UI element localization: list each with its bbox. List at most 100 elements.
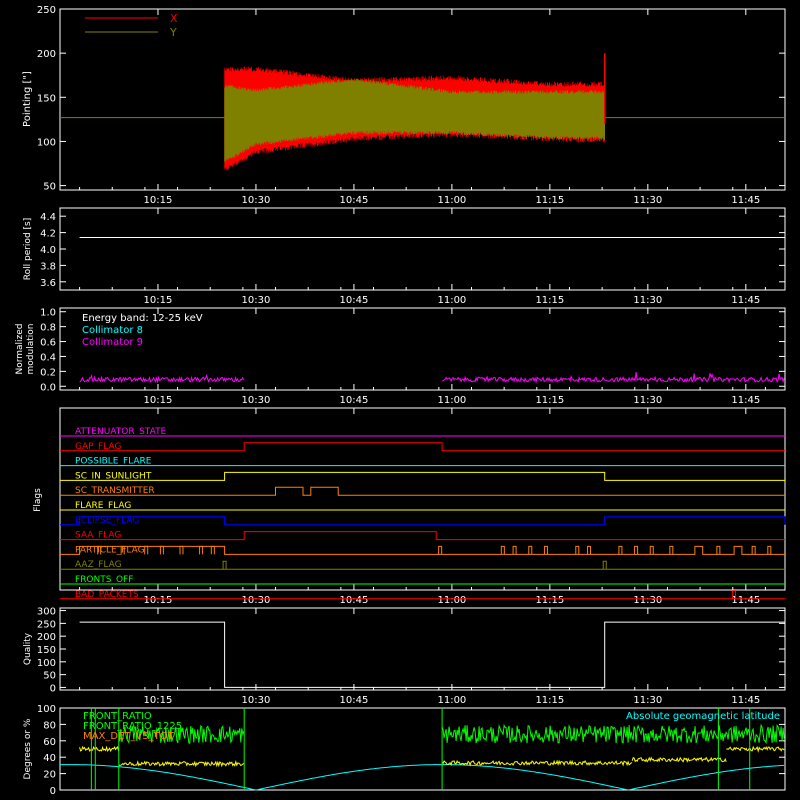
y-tick-label: 0.8 <box>40 323 56 334</box>
flags-plot: ATTENUATOR_STATE GAP_FLAG POSSIBLE_FLARE SC… <box>60 427 786 600</box>
flag-pulse <box>528 545 533 555</box>
x-tick-label: 11:30 <box>633 295 662 306</box>
x-tick-label: 10:15 <box>144 195 173 206</box>
flags-ylabel: Flags <box>33 488 43 512</box>
flag-pulse <box>222 560 227 570</box>
y-tick-label: 150 <box>37 93 56 104</box>
modulation-panel: Normalized modulation 0.0 0.2 0.4 0.6 0.8 1.0… <box>15 307 786 406</box>
flag-pulse <box>751 545 756 555</box>
x-tick-label: 10:30 <box>242 295 271 306</box>
max-det-series <box>441 759 633 767</box>
y-tick-label: 3.8 <box>40 261 56 272</box>
flag-pulse <box>575 545 580 555</box>
flag-line <box>60 531 785 541</box>
x-tick-label: 10:45 <box>340 195 369 206</box>
flag-label: GAP_FLAG <box>75 442 121 452</box>
flag-label: SC_IN_SUNLIGHT <box>75 471 152 481</box>
flag-label: ATTENUATOR_STATE <box>75 427 167 437</box>
flag-pulse <box>634 545 639 555</box>
y-tick-label: 4.4 <box>40 212 56 223</box>
x-tick-label: 10:30 <box>242 695 271 706</box>
pointing-yticks: 50 100 150 200 250 <box>37 5 785 193</box>
ratios-ylabel: Degrees or % <box>23 718 33 779</box>
modulation-xticks: 10:15 10:30 10:45 11:00 11:15 11:30 11:45 <box>79 308 766 406</box>
x-tick-label: 11:00 <box>437 295 466 306</box>
roll-xticks: 10:15 10:30 10:45 11:00 11:15 11:30 11:45 <box>79 208 766 306</box>
x-tick-label: 11:30 <box>633 195 662 206</box>
x-tick-label: 11:45 <box>731 595 760 606</box>
energy-band-annotation: Energy band: 12-25 keV <box>82 313 203 324</box>
flag-line <box>60 442 785 452</box>
modulation-frame <box>59 307 786 391</box>
pointing-frame <box>59 8 786 191</box>
geomagnetic-latitude-line <box>59 764 785 791</box>
y-tick-label: 0.4 <box>40 352 56 363</box>
x-tick-label: 11:15 <box>535 695 564 706</box>
x-tick-label: 11:00 <box>437 395 466 406</box>
ratios-panel: Degrees or % 0 20 40 60 80 100 FRONT_RATIO FR… <box>23 704 786 797</box>
x-tick-label: 10:30 <box>242 595 271 606</box>
y-tick-label: 100 <box>37 137 56 148</box>
flag-label: BAD_PACKETS <box>75 590 139 600</box>
x-tick-label: 11:45 <box>731 695 760 706</box>
flag-pulse <box>210 545 215 555</box>
flag-pulse <box>120 545 125 555</box>
flag-pulse <box>543 545 548 555</box>
flag-label: POSSIBLE_FLARE <box>75 457 152 467</box>
legend-collimator-8: Collimator 8 <box>82 325 143 336</box>
x-tick-label: 10:15 <box>144 595 173 606</box>
y-tick-label: 250 <box>37 619 56 630</box>
collimator-9-segment <box>79 373 245 384</box>
x-tick-label: 10:15 <box>144 695 173 706</box>
x-tick-label: 11:45 <box>731 195 760 206</box>
flag-pulse <box>767 545 772 555</box>
flag-pulse <box>602 560 607 570</box>
quality-ylabel: Quality <box>23 632 33 665</box>
flag-label: PARTICLE_FLAG <box>75 545 145 555</box>
flag-label: SAA_FLAG <box>75 531 121 541</box>
quality-line <box>79 621 785 688</box>
flag-label: AAZ_FLAG <box>75 560 122 570</box>
flag-label: SC_TRANSMITTER <box>75 486 155 496</box>
y-tick-label: 250 <box>37 5 56 16</box>
x-tick-label: 10:45 <box>340 295 369 306</box>
legend-collimator-9: Collimator 9 <box>82 337 143 348</box>
collimator-9-segment <box>442 371 785 384</box>
flag-line <box>60 471 785 481</box>
modulation-ylabel-line2: modulation <box>26 324 36 375</box>
y-tick-label: 100 <box>37 658 56 669</box>
x-tick-label: 11:15 <box>535 195 564 206</box>
flags-frame <box>59 407 786 591</box>
y-tick-label: 300 <box>37 607 56 618</box>
front-ratio-series <box>441 723 785 745</box>
flag-pulse <box>716 545 721 555</box>
legend-x-label: X <box>170 12 178 25</box>
x-tick-label: 11:15 <box>535 395 564 406</box>
y-tick-label: 4.0 <box>40 245 56 256</box>
x-tick-label: 11:00 <box>437 595 466 606</box>
y-tick-label: 0 <box>50 683 56 694</box>
x-tick-label: 11:30 <box>633 395 662 406</box>
y-tick-label: 0 <box>50 786 56 797</box>
max-det-series <box>118 759 245 768</box>
flag-pulse <box>669 545 674 555</box>
modulation-yticks: 0.0 0.2 0.4 0.6 0.8 1.0 <box>40 308 785 393</box>
flags-panel: Flags 10:15 10:30 10:45 11:00 11:15 11:30 11:4… <box>33 407 786 606</box>
y-tick-label: 40 <box>43 753 56 764</box>
x-tick-label: 10:45 <box>340 395 369 406</box>
y-tick-label: 3.6 <box>40 278 56 289</box>
flag-pulse <box>179 545 184 555</box>
max-det-series <box>726 745 785 753</box>
y-tick-label: 150 <box>37 645 56 656</box>
flag-label: FLARE_FLAG <box>75 501 131 511</box>
y-tick-label: 20 <box>43 770 56 781</box>
modulation-ylabel-line1: Normalized <box>15 323 25 374</box>
flag-line <box>60 516 786 526</box>
x-tick-label: 11:15 <box>535 595 564 606</box>
flag-pulse <box>512 545 517 555</box>
flag-pulse <box>587 545 592 555</box>
legend-y-label: Y <box>169 26 177 39</box>
